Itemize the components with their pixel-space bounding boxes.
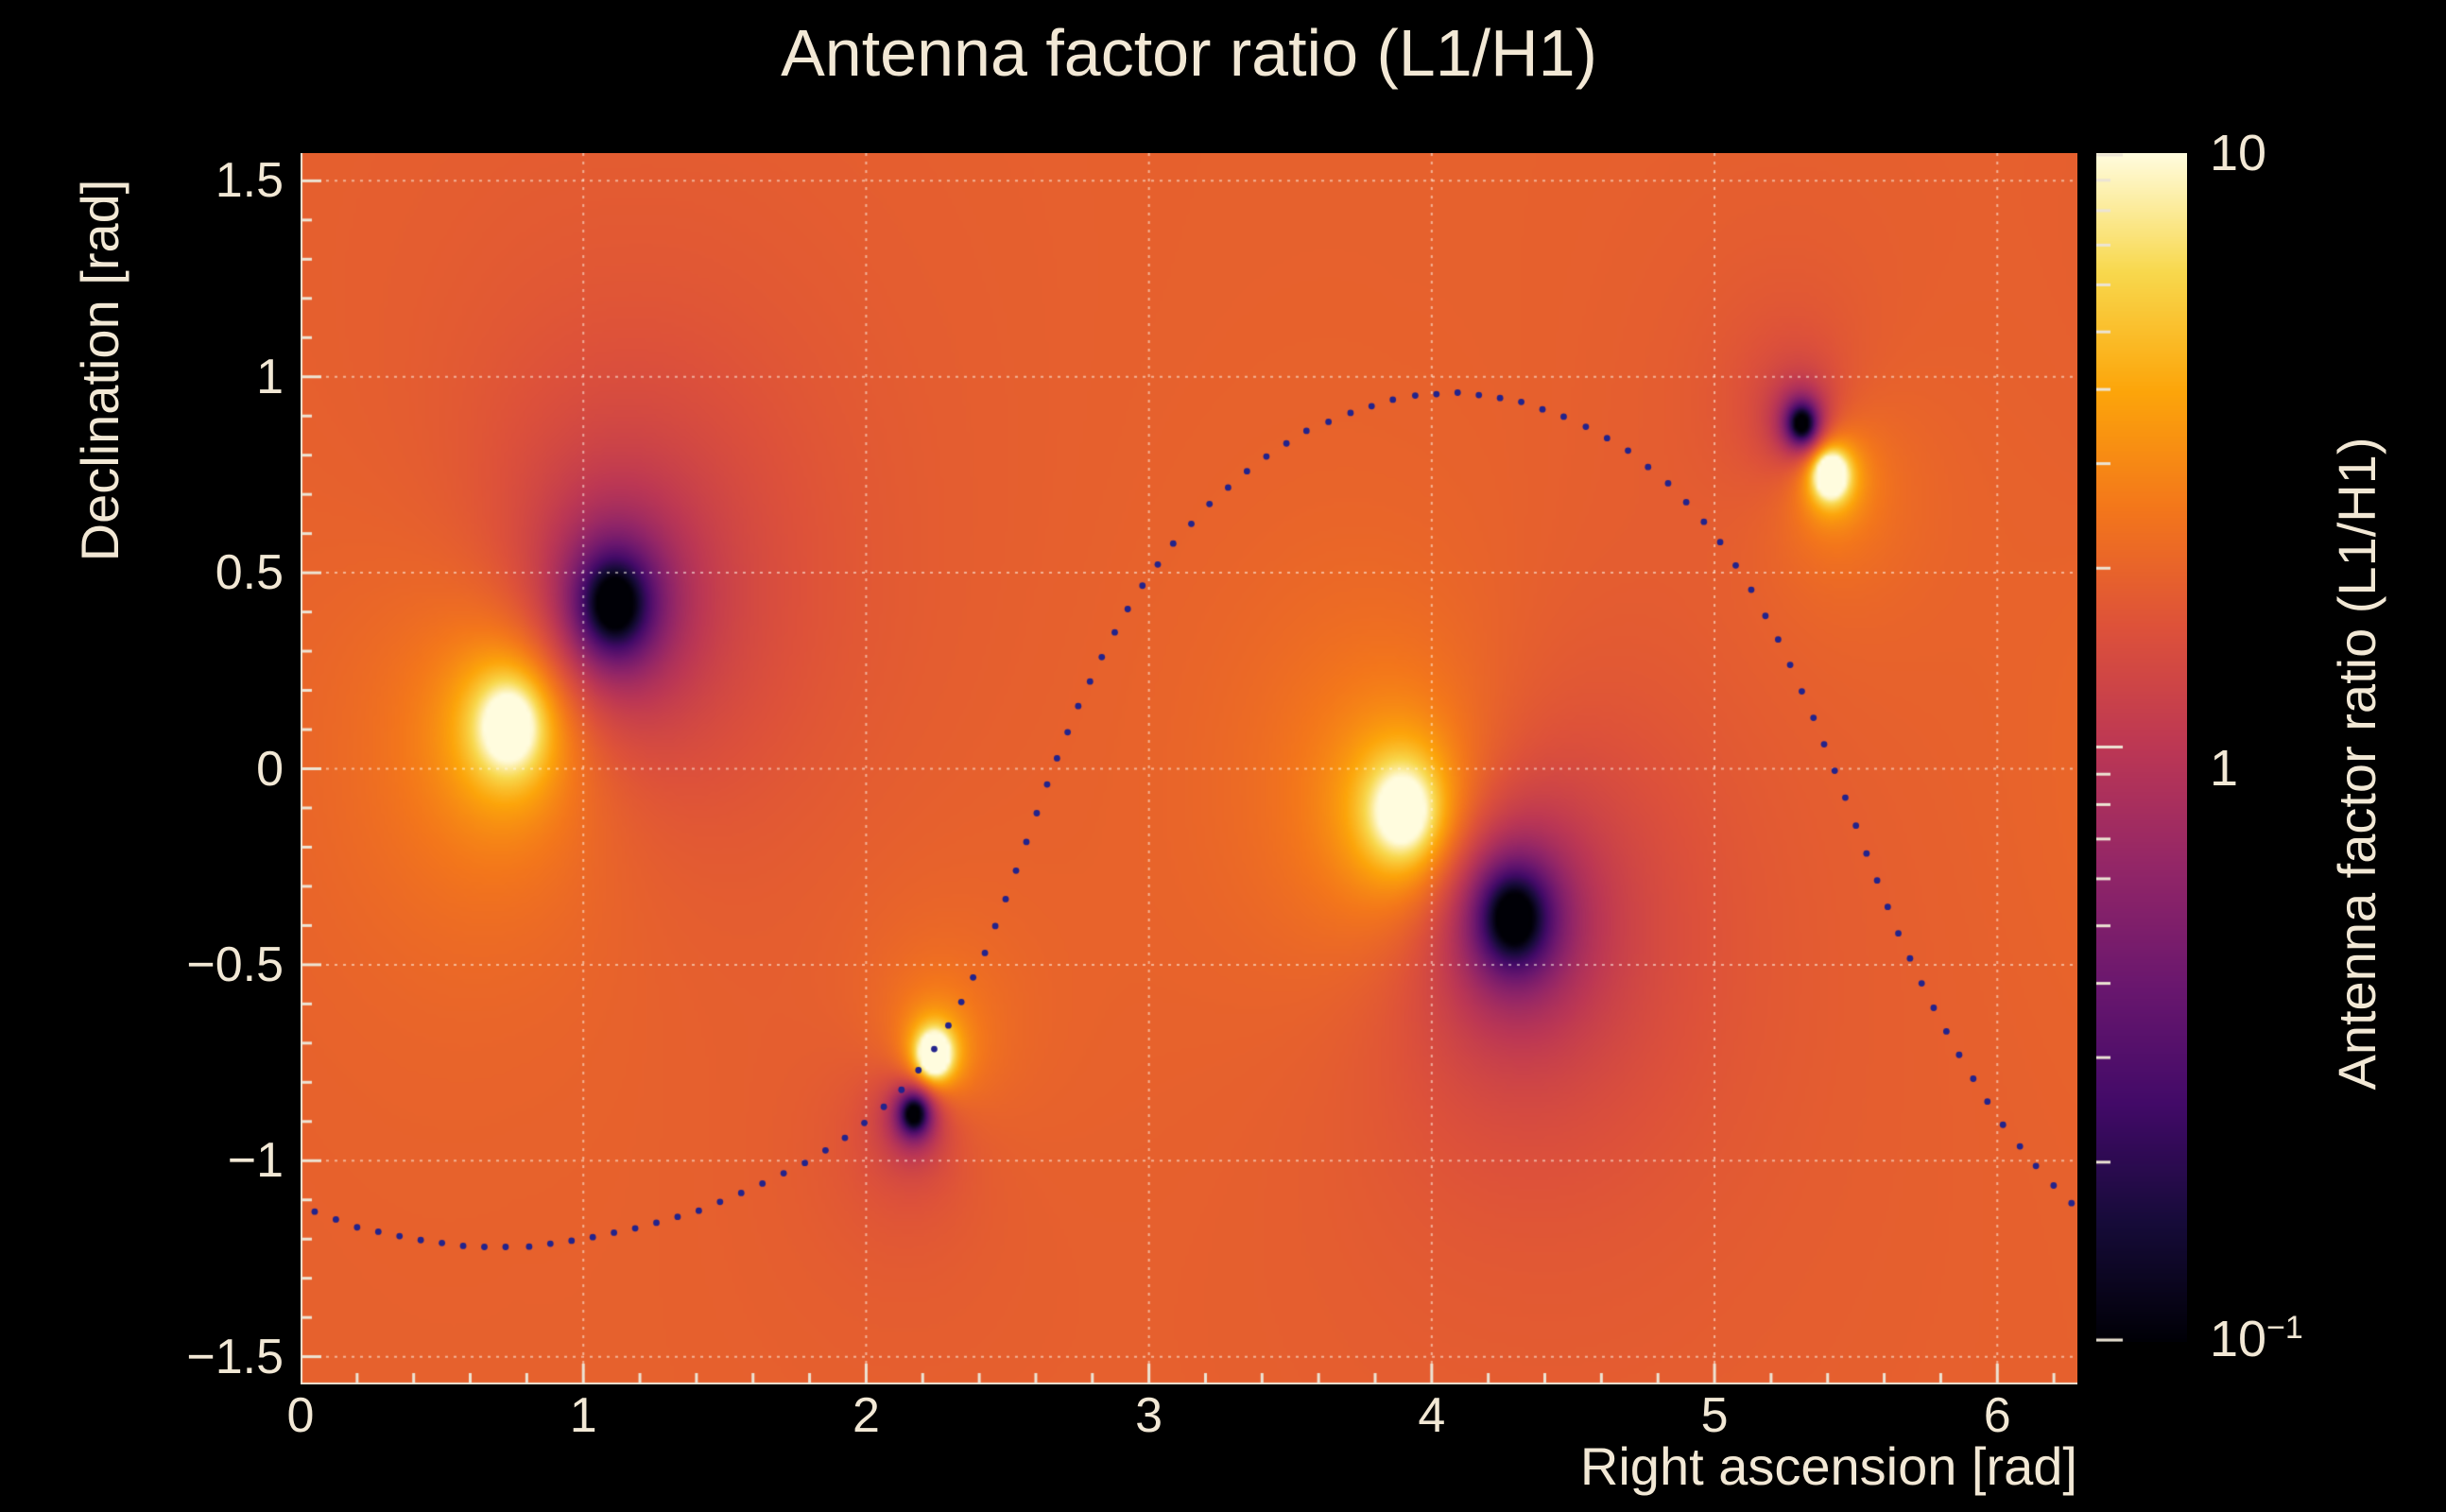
colorbar-axis-title: Antenna factor ratio (L1/H1) bbox=[2327, 437, 2386, 1091]
colorbar-tick-label-0p1-exp: −1 bbox=[2266, 1310, 2303, 1346]
colorbar-tick-label-10: 10 bbox=[2210, 125, 2267, 181]
colorbar-canvas bbox=[2096, 153, 2187, 1342]
y-tick-label: 0.5 bbox=[215, 545, 284, 601]
y-tick-label: −1.5 bbox=[186, 1329, 284, 1384]
x-axis-title: Right ascension [rad] bbox=[1579, 1436, 2077, 1496]
chart-title: Antenna factor ratio (L1/H1) bbox=[781, 16, 1597, 90]
y-tick-label: 0 bbox=[256, 741, 284, 797]
colorbar-tick-label-0p1: 10−1 bbox=[2210, 1312, 2303, 1365]
y-axis-title: Declination [rad] bbox=[70, 179, 129, 562]
x-tick-label: 4 bbox=[1418, 1388, 1446, 1443]
x-tick-label: 5 bbox=[1700, 1388, 1729, 1443]
x-tick-label: 2 bbox=[852, 1388, 880, 1443]
x-tick-label: 1 bbox=[569, 1388, 597, 1443]
colorbar-tick-label-0p1-base: 10 bbox=[2210, 1311, 2267, 1367]
x-tick-label: 6 bbox=[1983, 1388, 2011, 1443]
colorbar-tick-label-1: 1 bbox=[2210, 740, 2239, 797]
heatmap-canvas bbox=[301, 153, 2077, 1384]
y-tick-label: 1.5 bbox=[215, 153, 284, 209]
x-tick-label: 3 bbox=[1135, 1388, 1163, 1443]
x-tick-label: 0 bbox=[286, 1388, 315, 1443]
y-tick-label: 1 bbox=[256, 349, 284, 404]
y-tick-label: −1 bbox=[227, 1133, 284, 1189]
y-tick-label: −0.5 bbox=[186, 936, 284, 992]
